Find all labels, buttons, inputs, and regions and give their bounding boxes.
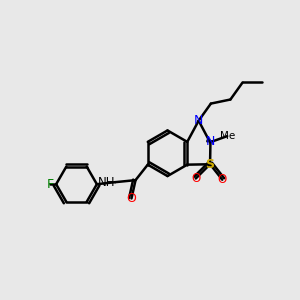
Text: Me: Me xyxy=(220,131,235,141)
Text: N: N xyxy=(194,114,203,127)
Text: F: F xyxy=(46,178,54,191)
Text: O: O xyxy=(127,192,136,205)
Text: S: S xyxy=(206,158,214,171)
Text: O: O xyxy=(218,173,227,186)
Text: N: N xyxy=(206,134,215,148)
Text: NH: NH xyxy=(98,176,115,189)
Text: O: O xyxy=(191,172,200,185)
